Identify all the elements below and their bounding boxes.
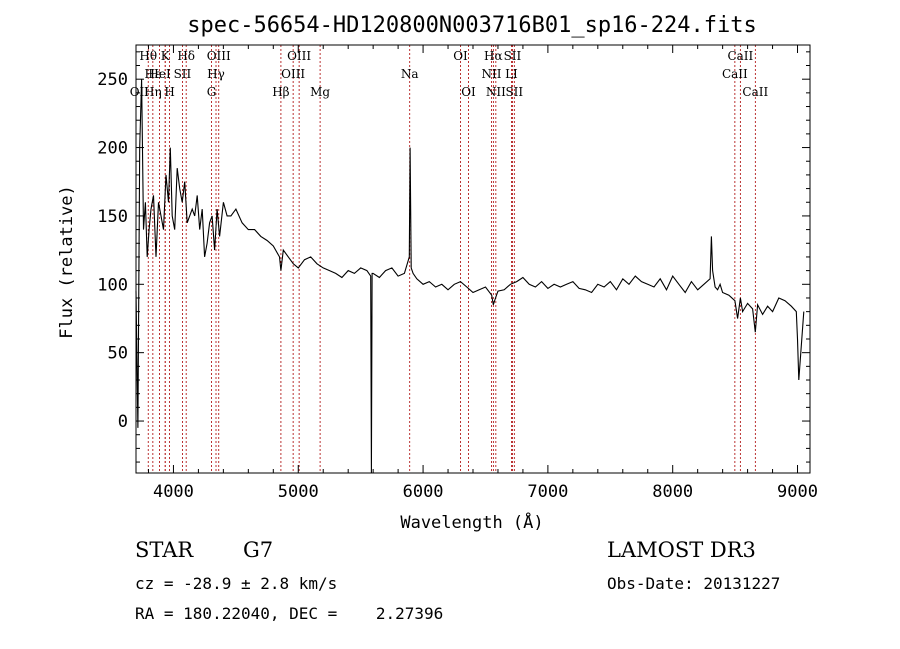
axis-ticks: 4000 5000 6000 7000 8000 9000 0 50 100 150 200 250	[97, 45, 818, 502]
line-label-14: Na	[401, 67, 419, 81]
x-tick-label-5: 9000	[777, 482, 818, 502]
line-label-22: Hβ	[272, 85, 289, 99]
line-label-25: NII	[486, 85, 506, 99]
y-tick-label-2: 100	[97, 275, 128, 295]
line-label-12: Hγ	[207, 67, 225, 81]
redshift-text: cz = -28.9 ± 2.8 km/s	[135, 574, 338, 593]
spectrum-line-0	[135, 79, 805, 474]
line-label-15: NII	[481, 67, 501, 81]
line-label-5: OI	[453, 49, 468, 63]
y-tick-label-5: 250	[97, 70, 128, 90]
coordinates-text: RA = 180.22040, DEC = 2.27396	[135, 604, 444, 623]
line-label-10: HeI	[148, 67, 171, 81]
line-label-9: Hε	[145, 67, 162, 81]
line-label-11: SII	[174, 67, 192, 81]
line-label-1: K	[161, 49, 171, 63]
line-label-3: OIII	[207, 49, 231, 63]
obs-date: Obs-Date: 20131227	[607, 574, 781, 593]
chart-title: spec-56654-HD120800N003716B01_sp16-224.f…	[187, 13, 757, 38]
line-label-26: SII	[505, 85, 523, 99]
line-label-7: SII	[504, 49, 522, 63]
line-label-19: Hη	[144, 85, 162, 99]
spectrum-series	[135, 79, 805, 474]
line-label-8: CaII	[727, 49, 753, 63]
object-class: STAR	[135, 538, 194, 562]
line-label-27: CaII	[742, 85, 768, 99]
y-axis-label: Flux (relative)	[57, 185, 77, 339]
x-tick-label-0: 4000	[153, 482, 194, 502]
y-tick-label-4: 200	[97, 139, 128, 159]
line-label-6: Hα	[484, 49, 503, 63]
y-tick-label-1: 50	[108, 344, 128, 364]
line-markers	[147, 45, 756, 473]
x-tick-label-4: 8000	[652, 482, 693, 502]
x-tick-label-3: 7000	[527, 482, 568, 502]
x-tick-label-1: 5000	[278, 482, 319, 502]
y-tick-label-0: 0	[118, 412, 128, 432]
line-label-4: OIII	[287, 49, 311, 63]
line-label-23: Mg	[310, 85, 330, 99]
object-subclass: G7	[243, 538, 274, 562]
line-label-2: Hδ	[177, 49, 195, 63]
plot-frame	[135, 44, 811, 474]
line-label-17: CaII	[722, 67, 748, 81]
line-label-21: G	[207, 85, 217, 99]
line-label-18: OII	[130, 85, 150, 99]
line-label-24: OI	[461, 85, 476, 99]
line-label-20: H	[164, 85, 174, 99]
survey-name: LAMOST DR3	[607, 538, 756, 562]
line-label-0: Hθ	[139, 49, 157, 63]
x-axis-label: Wavelength (Å)	[400, 511, 543, 533]
line-label-13: OIII	[281, 67, 305, 81]
x-tick-label-2: 6000	[403, 482, 444, 502]
line-label-16: LI	[505, 67, 518, 81]
y-tick-label-3: 150	[97, 207, 128, 227]
